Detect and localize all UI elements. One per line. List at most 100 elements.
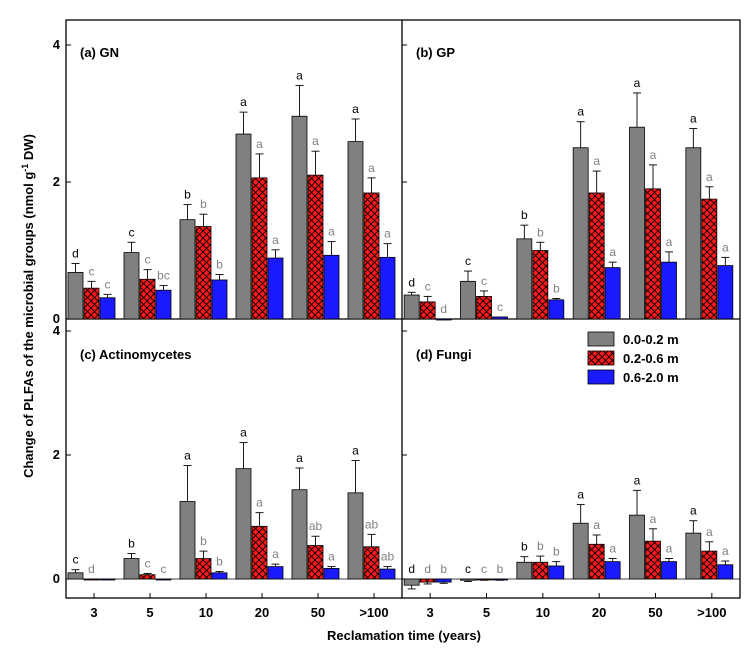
significance-letter: b <box>184 188 191 202</box>
bar <box>99 297 116 320</box>
significance-letter: c <box>145 253 151 267</box>
significance-letter: a <box>352 444 359 458</box>
bar-hatch <box>364 546 379 579</box>
bar <box>629 514 645 580</box>
significance-letter: c <box>145 556 151 570</box>
significance-letter: d <box>72 247 79 261</box>
bar <box>123 252 140 320</box>
bar-hatch <box>701 551 717 579</box>
x-tick-label: 10 <box>536 605 550 620</box>
bar-hatch <box>420 579 436 583</box>
bar <box>211 572 228 580</box>
bar-hatch <box>140 279 155 319</box>
bar <box>347 492 364 580</box>
significance-letter: a <box>328 225 335 239</box>
bar <box>685 147 702 320</box>
bar-hatch <box>532 562 548 579</box>
bar-hatch <box>476 296 492 319</box>
significance-letter: c <box>105 277 111 291</box>
significance-letter: a <box>368 161 375 175</box>
significance-letter: c <box>465 562 471 576</box>
bar <box>123 558 140 580</box>
significance-letter: b <box>216 555 223 569</box>
significance-letter: a <box>184 449 191 463</box>
legend: 0.0-0.2 m 0.2-0.6 m 0.6-2.0 m <box>587 331 679 385</box>
y-tick-label: 4 <box>53 323 61 338</box>
bar <box>379 256 396 320</box>
legend-label: 0.2-0.6 m <box>623 351 679 366</box>
bar-hatch <box>84 579 99 580</box>
bar <box>67 572 84 580</box>
bar <box>604 561 621 580</box>
bar <box>155 289 172 320</box>
x-tick-label: 5 <box>483 605 490 620</box>
bar <box>460 578 476 581</box>
significance-letter: bc <box>157 268 170 282</box>
legend-label: 0.6-2.0 m <box>623 370 679 385</box>
significance-letter: a <box>328 550 335 564</box>
bar <box>572 147 589 320</box>
x-tick-label: 3 <box>90 605 97 620</box>
bar <box>291 489 308 580</box>
significance-letter: a <box>352 102 359 116</box>
significance-letter: a <box>296 68 303 82</box>
significance-letter: c <box>497 300 503 314</box>
significance-letter: a <box>272 547 279 561</box>
bar <box>179 219 196 320</box>
y-tick-label: 2 <box>53 174 60 189</box>
y-axis-title-superscript: -1 <box>20 164 30 172</box>
bar-hatch <box>645 188 661 319</box>
significance-letter: a <box>706 170 713 184</box>
significance-letter: b <box>497 562 504 576</box>
y-tick-label: 0 <box>53 571 60 586</box>
bar-hatch <box>476 579 492 580</box>
bar <box>629 126 645 320</box>
bar <box>661 261 677 320</box>
significance-letter: b <box>537 539 544 553</box>
significance-letter: a <box>272 233 279 247</box>
significance-letter: c <box>465 254 471 268</box>
significance-letter: a <box>312 134 319 148</box>
y-tick-label: 2 <box>53 447 60 462</box>
significance-letter: a <box>690 112 697 126</box>
bar <box>323 568 340 580</box>
legend-label: 0.0-0.2 m <box>623 332 679 347</box>
bar <box>403 294 420 320</box>
bar-hatch <box>308 175 323 319</box>
bar-hatch <box>196 226 211 319</box>
bar <box>235 468 252 580</box>
legend-swatch-hatch <box>588 351 614 365</box>
bar <box>323 254 340 320</box>
x-tick-label: 50 <box>311 605 325 620</box>
significance-letter: a <box>650 148 657 162</box>
bar <box>291 115 308 320</box>
bar <box>211 279 228 320</box>
bar <box>516 561 533 580</box>
bar <box>492 316 508 320</box>
bar <box>685 532 702 580</box>
significance-letter: d <box>408 562 415 576</box>
significance-letter: c <box>129 225 135 239</box>
significance-letter: c <box>161 562 167 576</box>
y-axis-title: Change of PLFAs of the microbial groups … <box>20 134 36 478</box>
x-tick-label: 50 <box>648 605 662 620</box>
significance-letter: a <box>666 542 673 556</box>
significance-letter: b <box>521 208 528 222</box>
significance-letter: b <box>200 197 207 211</box>
bar-hatch <box>364 192 379 319</box>
x-axis-title: Reclamation time (years) <box>327 628 481 643</box>
bar <box>548 565 565 580</box>
significance-letter: a <box>634 76 641 90</box>
bar-hatch <box>252 526 267 579</box>
significance-letter: a <box>666 235 673 249</box>
significance-letter: a <box>240 426 247 440</box>
bar <box>661 561 677 580</box>
bar <box>717 265 734 320</box>
significance-letter: b <box>537 225 544 239</box>
panel-title: (a) GN <box>80 45 119 60</box>
x-tick-label: 3 <box>427 605 434 620</box>
